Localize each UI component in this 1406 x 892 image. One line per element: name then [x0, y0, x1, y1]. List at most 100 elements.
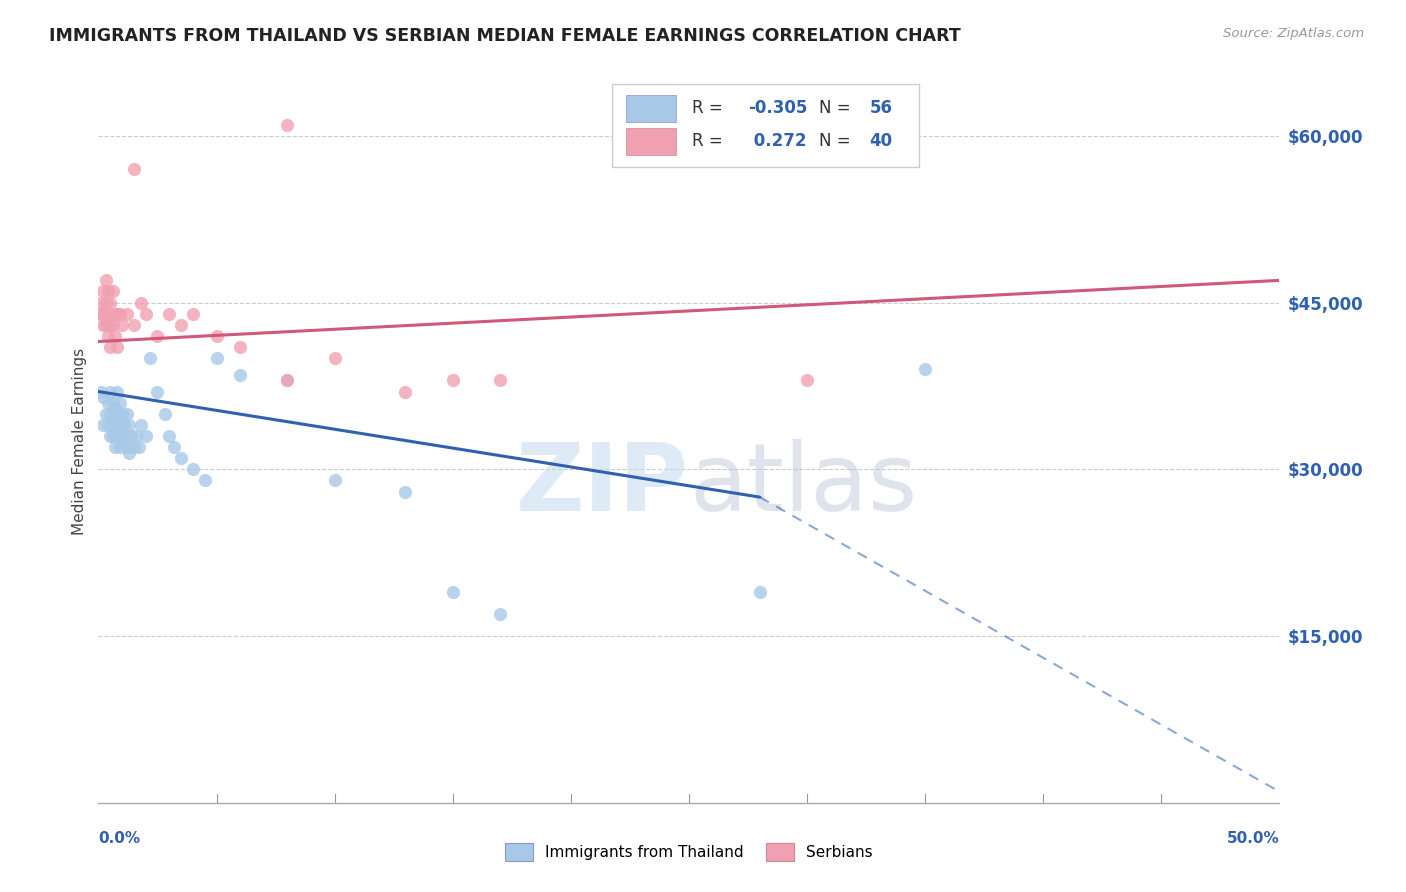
- Point: [181, 462, 204, 476]
- Point: [118, 445, 141, 459]
- Point: [181, 307, 204, 321]
- Point: [90, 307, 112, 321]
- Point: [105, 417, 128, 432]
- Point: [97, 329, 120, 343]
- Y-axis label: Median Female Earnings: Median Female Earnings: [72, 348, 87, 535]
- Point: [122, 440, 145, 454]
- Text: Source: ZipAtlas.com: Source: ZipAtlas.com: [1223, 27, 1364, 40]
- Point: [97, 307, 120, 321]
- Point: [796, 373, 818, 387]
- Point: [122, 318, 145, 332]
- Point: [129, 295, 152, 310]
- Point: [94, 295, 117, 310]
- Point: [441, 373, 464, 387]
- FancyBboxPatch shape: [626, 95, 676, 122]
- Point: [157, 429, 180, 443]
- Point: [104, 329, 127, 343]
- Point: [105, 340, 128, 354]
- Point: [108, 440, 131, 454]
- Point: [323, 351, 346, 366]
- Point: [111, 407, 134, 421]
- Point: [276, 373, 298, 387]
- Point: [129, 417, 152, 432]
- Point: [115, 307, 138, 321]
- Point: [91, 307, 114, 321]
- Point: [98, 295, 121, 310]
- Point: [394, 484, 416, 499]
- Text: 0.0%: 0.0%: [98, 830, 141, 846]
- Point: [101, 429, 124, 443]
- Point: [90, 384, 112, 399]
- Text: 40: 40: [870, 132, 893, 150]
- Point: [323, 474, 346, 488]
- Legend: Immigrants from Thailand, Serbians: Immigrants from Thailand, Serbians: [499, 837, 879, 867]
- Point: [229, 340, 252, 354]
- Point: [91, 390, 114, 404]
- FancyBboxPatch shape: [612, 84, 920, 167]
- Point: [91, 318, 114, 332]
- Point: [146, 384, 169, 399]
- Point: [111, 417, 134, 432]
- Text: IMMIGRANTS FROM THAILAND VS SERBIAN MEDIAN FEMALE EARNINGS CORRELATION CHART: IMMIGRANTS FROM THAILAND VS SERBIAN MEDI…: [49, 27, 960, 45]
- Point: [914, 362, 936, 376]
- Point: [97, 417, 120, 432]
- Text: 56: 56: [870, 99, 893, 117]
- Text: -0.305: -0.305: [748, 99, 807, 117]
- Point: [104, 424, 127, 438]
- Point: [135, 307, 157, 321]
- Point: [489, 607, 512, 621]
- Point: [108, 412, 131, 426]
- Point: [139, 351, 162, 366]
- Point: [98, 384, 121, 399]
- Point: [111, 318, 134, 332]
- Point: [128, 440, 150, 454]
- Text: N =: N =: [818, 99, 856, 117]
- Point: [105, 307, 128, 321]
- Point: [94, 318, 117, 332]
- Point: [170, 451, 193, 466]
- Text: 50.0%: 50.0%: [1226, 830, 1279, 846]
- Text: ZIP: ZIP: [516, 439, 689, 531]
- Point: [229, 368, 252, 382]
- Point: [112, 429, 135, 443]
- Point: [98, 429, 121, 443]
- Point: [94, 273, 117, 287]
- Point: [118, 417, 141, 432]
- Point: [94, 318, 117, 332]
- Point: [101, 412, 124, 426]
- Point: [98, 407, 121, 421]
- Point: [94, 407, 117, 421]
- Text: N =: N =: [818, 132, 856, 150]
- Point: [146, 329, 169, 343]
- Point: [153, 407, 176, 421]
- Point: [112, 417, 135, 432]
- Point: [276, 373, 298, 387]
- Point: [170, 318, 193, 332]
- Point: [108, 307, 131, 321]
- Point: [104, 440, 127, 454]
- Point: [91, 417, 114, 432]
- Text: R =: R =: [693, 99, 728, 117]
- Point: [104, 401, 127, 416]
- Point: [108, 429, 131, 443]
- Point: [122, 162, 145, 177]
- Point: [163, 440, 186, 454]
- Point: [135, 429, 157, 443]
- Point: [101, 318, 124, 332]
- Point: [111, 434, 134, 449]
- Point: [91, 285, 114, 299]
- Text: R =: R =: [693, 132, 728, 150]
- Point: [98, 340, 121, 354]
- Point: [194, 474, 217, 488]
- Point: [394, 384, 416, 399]
- Point: [98, 318, 121, 332]
- Point: [441, 584, 464, 599]
- Point: [101, 285, 124, 299]
- Point: [97, 285, 120, 299]
- Point: [205, 351, 228, 366]
- Point: [115, 407, 138, 421]
- Point: [115, 440, 138, 454]
- Point: [101, 395, 124, 409]
- Text: 0.272: 0.272: [748, 132, 807, 150]
- FancyBboxPatch shape: [626, 128, 676, 155]
